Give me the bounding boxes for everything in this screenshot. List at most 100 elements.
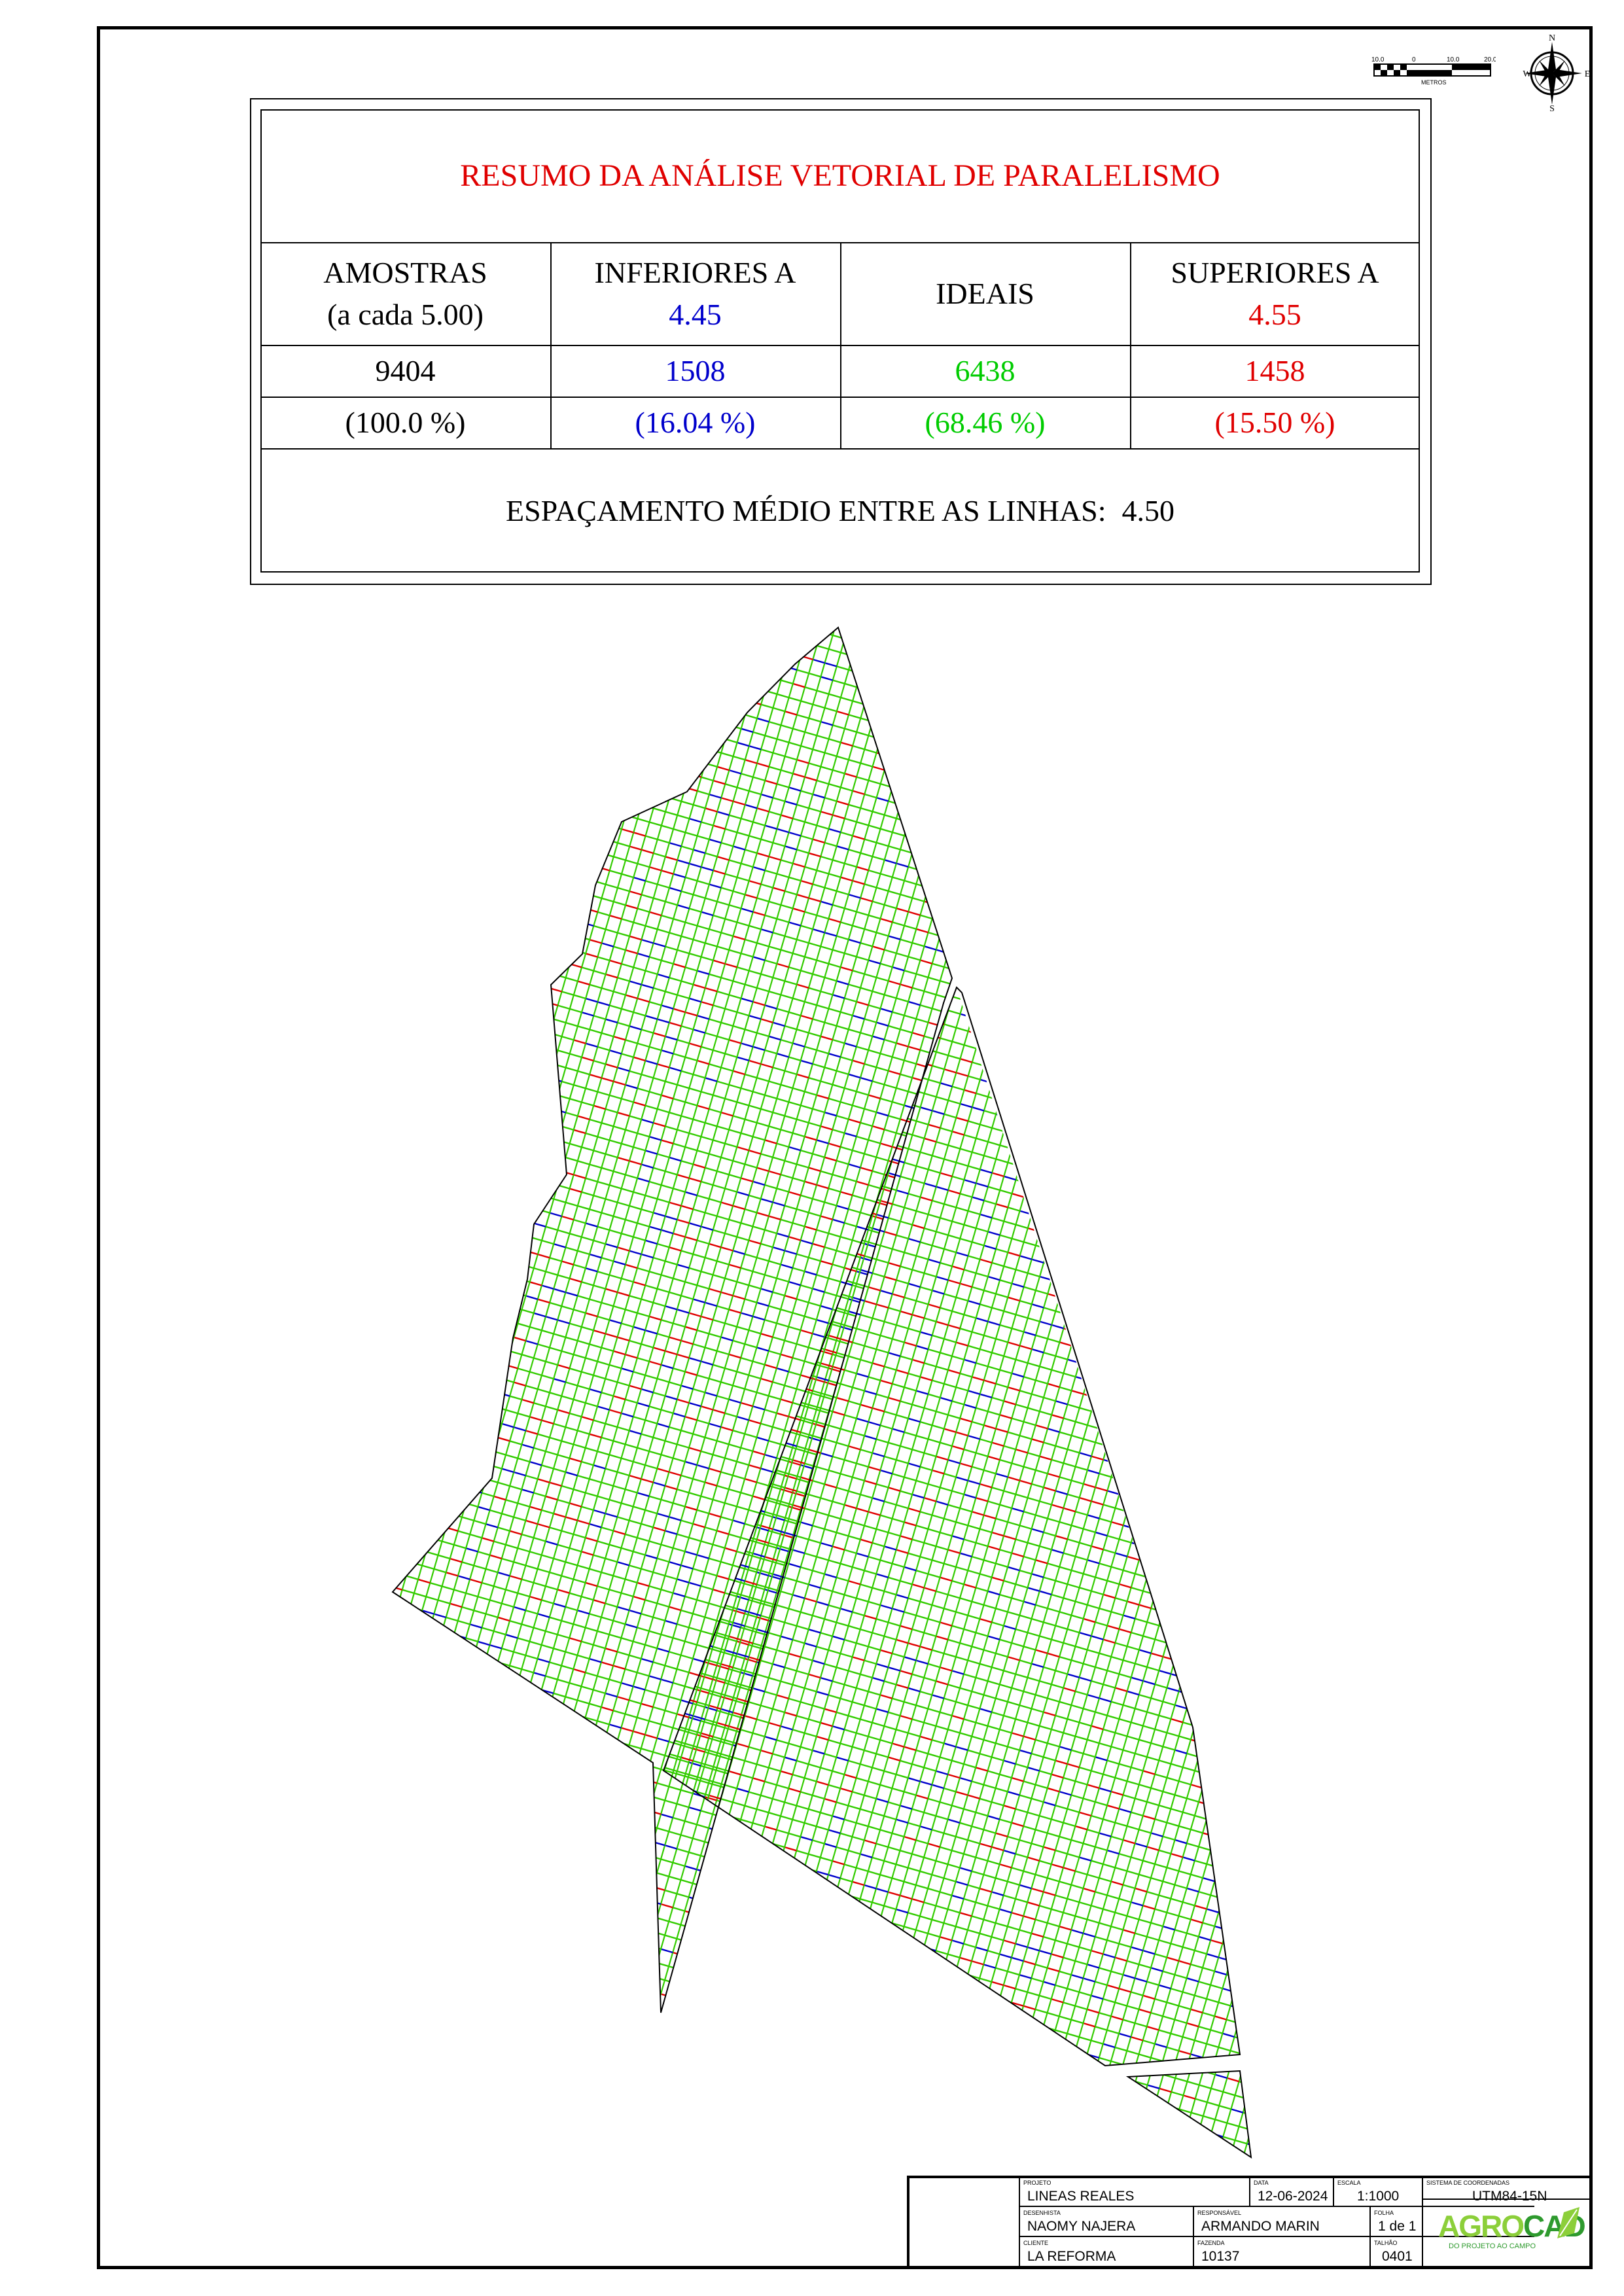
spacing-vector (1418, 849, 1430, 853)
spacing-vector (1326, 1347, 1338, 1351)
spacing-vector (1187, 1247, 1199, 1250)
spacing-vector (1315, 1478, 1326, 1481)
spacing-vector (1175, 1378, 1187, 1381)
row-segment (1139, 2118, 1142, 2132)
spacing-vector (1422, 1015, 1434, 1018)
row-segment (1378, 1108, 1382, 1122)
spacing-vector (1342, 1112, 1354, 1115)
row-segment (1226, 1724, 1230, 1738)
row-segment (1178, 2070, 1182, 2083)
spacing-vector (1210, 1568, 1222, 1572)
row-segment (1171, 2142, 1174, 2156)
spacing-vector (1231, 1140, 1243, 1143)
spacing-vector (1310, 1717, 1322, 1720)
row-segment (1210, 2139, 1214, 2153)
spacing-vector (1298, 1399, 1310, 1402)
row-segment (1454, 1295, 1458, 1309)
spacing-vector (1322, 777, 1334, 780)
row-segment (1553, 859, 1557, 873)
spacing-vector (1255, 967, 1267, 970)
table-column-divider (1130, 242, 1131, 448)
row-segment (1215, 1271, 1219, 1284)
row-segment (1159, 1464, 1163, 1478)
spacing-vector (1250, 1250, 1262, 1254)
row-segment (1422, 1361, 1426, 1375)
spacing-vector (1383, 839, 1394, 842)
row-segment (1195, 1430, 1199, 1444)
row-segment (1271, 1572, 1275, 1585)
spacing-vector (1545, 991, 1557, 994)
spacing-vector (1239, 1426, 1250, 1430)
row-segment (1358, 863, 1362, 877)
row-segment (1410, 773, 1414, 786)
spacing-vector (1538, 883, 1549, 887)
row-segment (1474, 1001, 1477, 1015)
spacing-vector (1271, 1226, 1282, 1229)
row-segment (1151, 1447, 1155, 1461)
spacing-vector (995, 2045, 1007, 2049)
spacing-vector (947, 2166, 959, 2170)
spacing-vector (1318, 1420, 1330, 1423)
compass-east: E (1585, 69, 1591, 79)
row-segment (1406, 1326, 1410, 1340)
spacing-vector (1530, 1046, 1542, 1050)
row-segment (1227, 1499, 1231, 1513)
spacing-vector (1382, 1154, 1394, 1157)
row-segment (1410, 1357, 1414, 1371)
row-segment (1347, 860, 1350, 874)
spacing-vector (1502, 1053, 1513, 1056)
spacing-vector (1390, 1216, 1402, 1219)
row-segment (1347, 1039, 1350, 1053)
row-segment (1418, 1015, 1422, 1029)
spacing-vector (1466, 1042, 1477, 1046)
spacing-vector (1470, 1163, 1481, 1167)
row-segment (1486, 1004, 1490, 1018)
spacing-vector (1210, 1614, 1222, 1617)
spacing-vector (1446, 1157, 1458, 1160)
row-segment (1446, 828, 1450, 842)
row-segment (1183, 1247, 1187, 1261)
spacing-vector (1190, 2132, 1202, 2135)
spacing-vector (1230, 1814, 1242, 1817)
row-segment (1426, 1302, 1430, 1316)
spacing-vector (1462, 1057, 1474, 1060)
spacing-vector (1039, 2163, 1051, 2166)
row-segment (1326, 1243, 1330, 1257)
row-segment (1402, 1205, 1406, 1219)
row-segment (1282, 1530, 1286, 1544)
spacing-vector (1390, 1036, 1402, 1039)
row-segment (1330, 1319, 1334, 1333)
spacing-vector (1306, 1820, 1318, 1824)
row-segment (1406, 832, 1410, 845)
row-segment (1394, 783, 1398, 797)
row-segment (1450, 1174, 1454, 1188)
row-segment (1290, 1188, 1294, 1202)
spacing-vector (987, 2163, 999, 2166)
spacing-vector (1294, 1637, 1306, 1640)
row-segment (1466, 1254, 1470, 1267)
spacing-vector (995, 2091, 1007, 2094)
spacing-vector (1446, 1246, 1458, 1250)
row-segment (1462, 1042, 1466, 1056)
row-segment (1338, 1381, 1342, 1395)
row-segment (1282, 1396, 1286, 1409)
spacing-vector (1442, 766, 1454, 769)
spacing-vector (1314, 1703, 1326, 1706)
row-segment (1346, 1174, 1350, 1188)
row-segment (1553, 815, 1557, 828)
spacing-vector (1426, 1091, 1438, 1094)
row-segment (1422, 1316, 1426, 1330)
spacing-vector (1326, 853, 1338, 856)
spacing-vector (1199, 2059, 1210, 2062)
row-segment (1227, 1589, 1231, 1603)
row-segment (1322, 853, 1326, 866)
row-segment (1362, 1434, 1366, 1447)
spacing-vector (1398, 1502, 1409, 1506)
row-segment (1534, 839, 1538, 853)
row-segment (1251, 1012, 1255, 1025)
spacing-vector (1243, 1727, 1254, 1731)
row-segment (1346, 1354, 1350, 1368)
row-segment (1275, 1423, 1279, 1437)
row-segment (1203, 1313, 1207, 1326)
spacing-vector (1434, 1198, 1445, 1201)
